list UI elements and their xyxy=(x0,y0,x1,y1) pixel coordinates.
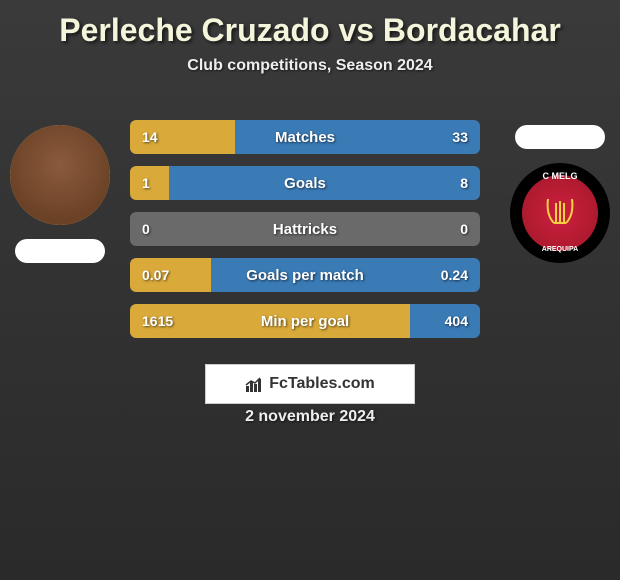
stat-value-left: 14 xyxy=(142,129,158,145)
stat-row: 1 Goals 8 xyxy=(130,166,480,200)
player-left-avatar xyxy=(10,125,110,225)
stats-panel: 14 Matches 33 1 Goals 8 0 Hattricks 0 0.07 Goals p… xyxy=(130,120,480,350)
stat-label: Matches xyxy=(275,129,335,146)
stat-row: 0 Hattricks 0 xyxy=(130,212,480,246)
brand-text: FcTables.com xyxy=(269,375,375,393)
stat-label: Goals xyxy=(284,175,326,192)
player-right-club-badge: C MELG AREQUIPA xyxy=(510,163,610,263)
chart-icon xyxy=(245,376,265,392)
stat-value-right: 8 xyxy=(460,175,468,191)
stat-label: Hattricks xyxy=(273,221,337,238)
date-text: 2 november 2024 xyxy=(0,408,620,426)
club-badge-text-bottom: AREQUIPA xyxy=(514,246,606,253)
stat-row: 1615 Min per goal 404 xyxy=(130,304,480,338)
stat-value-right: 33 xyxy=(452,129,468,145)
stat-value-left: 0 xyxy=(142,221,150,237)
brand-box[interactable]: FcTables.com xyxy=(205,364,415,404)
lyre-icon xyxy=(544,195,576,235)
player-left-flag-pill xyxy=(15,239,105,263)
stat-label: Goals per match xyxy=(246,267,364,284)
avatar-face-icon xyxy=(10,125,110,225)
club-badge-text-top: C MELG xyxy=(514,171,606,181)
page-title: Perleche Cruzado vs Bordacahar xyxy=(0,0,620,49)
stat-value-left: 0.07 xyxy=(142,267,169,283)
stat-bar-right-fill xyxy=(235,120,480,154)
stat-value-right: 0.24 xyxy=(441,267,468,283)
subtitle: Club competitions, Season 2024 xyxy=(0,57,620,75)
stat-value-right: 0 xyxy=(460,221,468,237)
stat-label: Min per goal xyxy=(261,313,349,330)
stat-value-left: 1615 xyxy=(142,313,173,329)
stat-value-left: 1 xyxy=(142,175,150,191)
stat-row: 14 Matches 33 xyxy=(130,120,480,154)
player-left-panel xyxy=(10,125,110,263)
player-right-panel: C MELG AREQUIPA xyxy=(510,125,610,271)
stat-value-right: 404 xyxy=(445,313,468,329)
stat-row: 0.07 Goals per match 0.24 xyxy=(130,258,480,292)
player-right-flag-pill xyxy=(515,125,605,149)
